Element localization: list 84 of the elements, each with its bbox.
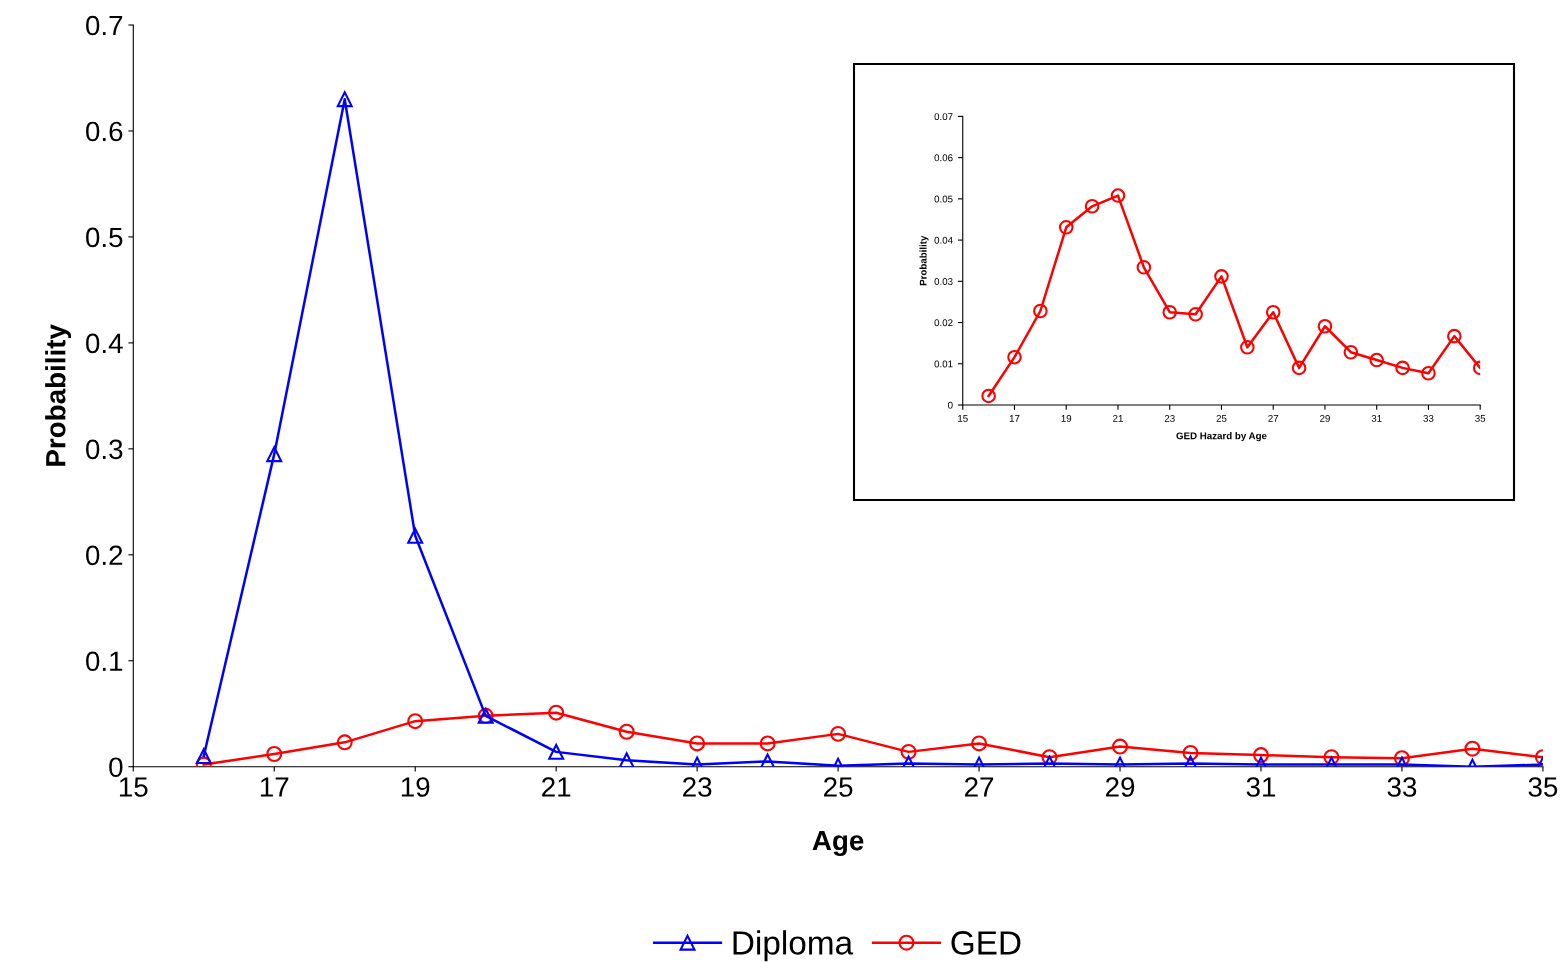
y-tick-label: 0.07 [934, 113, 953, 121]
point [548, 704, 565, 721]
point [1058, 220, 1074, 235]
y-tick-label: 0.06 [934, 154, 953, 162]
x-tick-label: 19 [401, 777, 430, 797]
point [1395, 360, 1410, 376]
point [759, 735, 776, 752]
x-tick-label: 33 [1387, 777, 1417, 797]
y-tick-label: 0.04 [934, 236, 953, 244]
point [1421, 365, 1436, 381]
point [1214, 269, 1229, 284]
x-axis-title: Age [812, 831, 864, 856]
x-axis-title: GED Hazard by Age [1176, 432, 1267, 442]
x-tick-label: 27 [1268, 414, 1279, 422]
point [336, 91, 353, 108]
point [1464, 740, 1481, 757]
point [1162, 304, 1178, 320]
x-tick-label: 29 [1320, 414, 1330, 422]
point [981, 388, 996, 404]
y-tick-label: 0.3 [86, 439, 123, 460]
x-tick-label: 31 [1371, 414, 1382, 422]
y-tick-label: 0 [109, 757, 123, 778]
y-tick-label: 0.5 [86, 227, 123, 248]
point [1240, 339, 1255, 355]
x-tick-label: 15 [958, 415, 968, 422]
x-tick-label: 17 [260, 777, 289, 797]
y-tick-label: 0 [948, 401, 953, 409]
point [1369, 352, 1384, 368]
point [1084, 198, 1100, 214]
point [759, 753, 776, 767]
y-tick-label: 0.05 [934, 195, 953, 203]
x-tick-label: 25 [1216, 414, 1227, 422]
point [1317, 318, 1333, 334]
y-tick-label: 0.1 [86, 651, 123, 672]
point [407, 713, 424, 730]
x-tick-label: 35 [1528, 777, 1558, 797]
y-axis-title: Probability [45, 324, 72, 466]
point [830, 725, 847, 742]
point [971, 735, 988, 752]
y-tick-label: 0.01 [934, 360, 953, 368]
point [1136, 260, 1152, 275]
x-tick-label: 23 [1164, 414, 1175, 422]
point [336, 734, 353, 751]
y-axis-title: Probability [919, 235, 929, 286]
x-tick-label: 19 [1061, 414, 1072, 422]
point [1033, 303, 1048, 319]
legend-label: GED [951, 931, 1021, 955]
point [689, 735, 706, 752]
x-tick-label: 29 [1105, 777, 1135, 797]
x-tick-label: 35 [1475, 414, 1486, 422]
point [618, 752, 635, 767]
y-tick-label: 0.7 [86, 15, 123, 36]
point [266, 746, 283, 762]
point [1182, 744, 1199, 761]
point [1253, 747, 1269, 764]
point [1007, 349, 1022, 365]
point [407, 527, 424, 544]
y-tick-label: 0.6 [86, 121, 123, 142]
point [1265, 304, 1281, 320]
x-tick-label: 31 [1246, 777, 1276, 797]
x-tick-label: 21 [1113, 414, 1123, 422]
x-tick-label: 25 [824, 777, 853, 797]
point [1343, 344, 1359, 360]
x-tick-label: 15 [119, 777, 148, 797]
x-tick-label: 17 [1009, 415, 1020, 422]
point [618, 723, 635, 740]
y-tick-label: 0.2 [86, 545, 123, 566]
point [900, 743, 917, 760]
x-tick-label: 23 [683, 777, 712, 797]
point [1110, 188, 1126, 203]
point [266, 446, 283, 463]
y-tick-label: 0.02 [934, 319, 953, 327]
x-tick-label: 33 [1423, 414, 1434, 422]
point [195, 748, 212, 765]
point [1188, 307, 1203, 322]
point [1112, 738, 1129, 755]
x-tick-label: 21 [542, 777, 571, 797]
point [548, 743, 565, 760]
y-tick-label: 0.4 [86, 333, 123, 354]
point [1447, 328, 1462, 344]
legend-label: Diploma [733, 930, 854, 962]
point [1291, 360, 1307, 376]
x-tick-label: 27 [965, 777, 994, 797]
y-tick-label: 0.03 [934, 278, 953, 285]
